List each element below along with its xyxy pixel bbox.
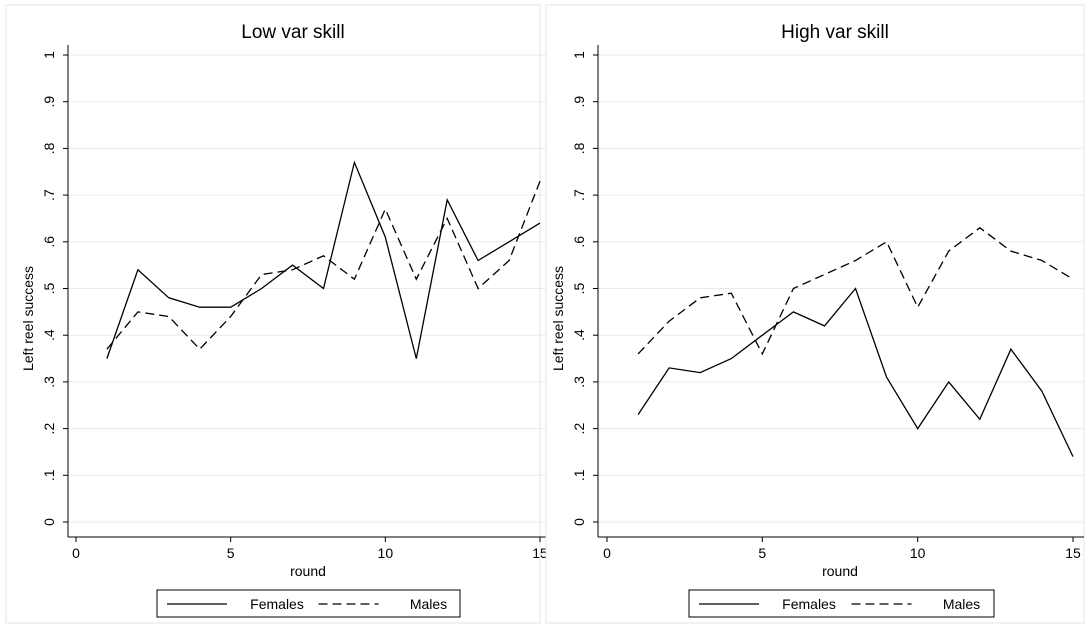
legend: Females Males [689,590,994,617]
y-tick-label: .5 [41,282,57,294]
chart-title: Low var skill [241,22,344,43]
y-tick-label: .5 [571,282,587,294]
x-tick-label: 0 [603,545,611,561]
y-tick-label: .2 [41,423,57,435]
legend-label: Females [250,596,304,612]
y-tick-label: .8 [41,142,57,154]
y-tick-label: .2 [571,423,587,435]
y-tick-label: .1 [571,469,587,481]
legend-label: Males [410,596,447,612]
x-tick-label: 10 [910,545,926,561]
y-tick-label: .8 [571,142,587,154]
y-tick-label: .4 [571,329,587,341]
chart-title: High var skill [781,22,889,43]
y-tick-label: .4 [41,329,57,341]
y-tick-label: .7 [41,189,57,201]
y-tick-label: 1 [41,51,57,59]
x-tick-label: 0 [72,545,80,561]
y-axis-label: Left reel success [550,266,566,371]
x-tick-label: 10 [378,545,394,561]
y-tick-label: 0 [571,518,587,526]
y-tick-label: 0 [41,518,57,526]
y-axis-label: Left reel success [20,266,36,371]
y-tick-label: .1 [41,469,57,481]
legend-label: Males [943,596,980,612]
y-tick-label: .6 [571,236,587,248]
x-axis-label: round [290,563,326,579]
y-tick-label: .6 [41,236,57,248]
x-tick-label: 5 [227,545,235,561]
y-tick-label: .3 [41,376,57,388]
x-tick-label: 5 [758,545,766,561]
y-tick-label: .3 [571,376,587,388]
panel-frame [546,5,1084,623]
y-tick-label: 1 [571,51,587,59]
y-tick-label: .7 [571,189,587,201]
x-axis-label: round [822,563,858,579]
y-tick-label: .9 [571,96,587,108]
x-tick-label: 15 [1065,545,1081,561]
y-tick-label: .9 [41,96,57,108]
legend: Females Males [157,590,460,617]
panel-frame [6,5,540,623]
legend-label: Females [782,596,836,612]
